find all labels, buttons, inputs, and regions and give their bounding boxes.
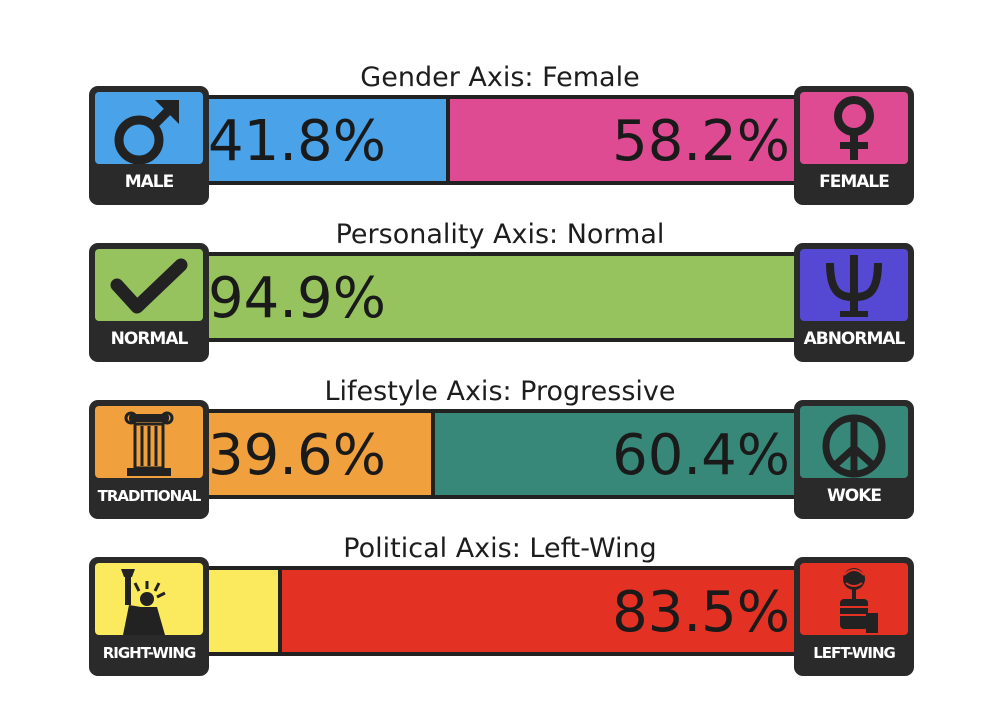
- axis-row: Personality Axis: Normal 94.9% NORMAL ABNOR…: [0, 218, 1000, 375]
- icon-badge-left: TRADITIONAL: [89, 400, 209, 519]
- percentage-label-right: 58.2%: [612, 109, 790, 174]
- axis-bar: [170, 566, 834, 656]
- axis-title: Political Axis: Left-Wing: [343, 533, 657, 564]
- icon-label: NORMAL: [110, 329, 189, 349]
- axis-title: Gender Axis: Female: [360, 62, 640, 93]
- rose-fist-icon: [800, 563, 908, 635]
- axis-bar: [170, 95, 834, 185]
- axis-bar: [170, 409, 834, 499]
- statue-of-liberty-icon: [95, 563, 203, 635]
- bar-segment-right: [282, 570, 834, 652]
- icon-badge-left: NORMAL: [89, 243, 209, 362]
- icon-label: WOKE: [827, 486, 882, 506]
- icon-badge-right: FEMALE: [794, 86, 914, 205]
- bar-segment-right: [450, 99, 834, 181]
- percentage-label-left: 39.6%: [208, 423, 386, 488]
- percentage-label-left: 41.8%: [208, 109, 386, 174]
- axis-row: Political Axis: Left-Wing RIGHT-WING 83.5%…: [0, 532, 1000, 689]
- icon-badge-left: MALE: [89, 86, 209, 205]
- icon-label: LEFT-WING: [813, 644, 896, 662]
- percentage-label-left: 94.9%: [208, 266, 386, 331]
- icon-label: TRADITIONAL: [97, 487, 202, 505]
- axis-title: Personality Axis: Normal: [335, 219, 665, 250]
- icon-label: ABNORMAL: [803, 329, 906, 349]
- axis-row: Gender Axis: Female 41.8% MALE 58.2% FEMALE: [0, 61, 1000, 218]
- bar-segment-left: [170, 256, 798, 338]
- icon-label: FEMALE: [819, 172, 890, 192]
- psi-icon: [800, 249, 908, 321]
- axis-row: Lifestyle Axis: Progressive 39.6% TRADITIO…: [0, 375, 1000, 532]
- percentage-label-right: 83.5%: [612, 580, 790, 645]
- bar-segment-left: [170, 413, 431, 495]
- icon-badge-right: ABNORMAL: [794, 243, 914, 362]
- bar-segment-left: [170, 99, 446, 181]
- icon-badge-left: RIGHT-WING: [89, 557, 209, 676]
- peace-sign-icon: [800, 406, 908, 478]
- male-symbol-icon: [95, 92, 203, 164]
- axis-bar: [170, 252, 834, 342]
- bar-segment-right: [435, 413, 834, 495]
- icon-badge-right: LEFT-WING: [794, 557, 914, 676]
- icon-label: MALE: [124, 172, 175, 192]
- female-symbol-icon: [800, 92, 908, 164]
- icon-badge-right: WOKE: [794, 400, 914, 519]
- percentage-label-right: 60.4%: [612, 423, 790, 488]
- checkmark-icon: [95, 249, 203, 321]
- column-icon: [95, 406, 203, 478]
- icon-label: RIGHT-WING: [102, 644, 197, 662]
- axis-title: Lifestyle Axis: Progressive: [324, 376, 676, 407]
